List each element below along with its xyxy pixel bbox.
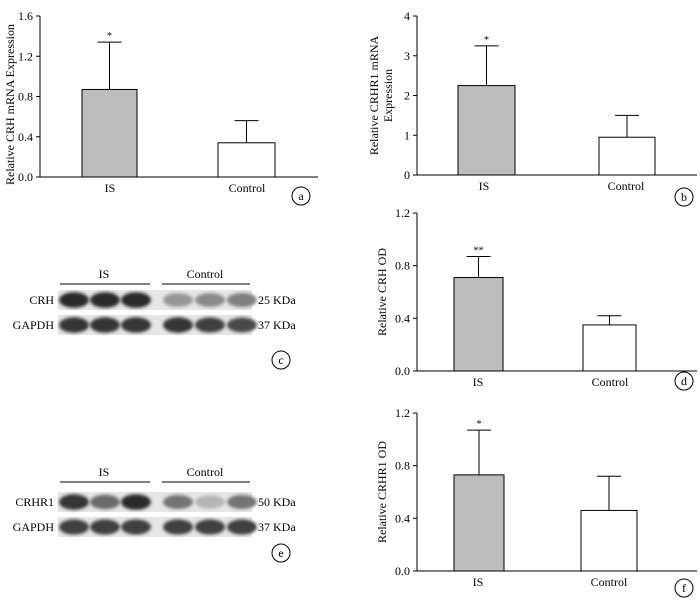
panel-label-circle — [674, 187, 694, 207]
y-tick-label: 0.4 — [395, 511, 410, 525]
blot-group-label: Control — [187, 465, 224, 479]
blot-band — [195, 317, 225, 333]
x-tick-label: Control — [591, 575, 628, 589]
y-tick-label: 3 — [404, 49, 410, 63]
blot-band — [90, 494, 120, 510]
chart-panel-f: 0.0 0.4 0.8 1.2 * IS Control Relative CRHR1 OD f — [375, 406, 697, 598]
y-tick-label: 1 — [404, 128, 410, 142]
chart-panel-d: 0.0 0.4 0.8 1.2 ** IS Control Relative CRH OD d — [375, 206, 697, 391]
blot-row-label: GAPDH — [13, 318, 55, 332]
y-axis-label: Relative CRH mRNA Expression — [3, 24, 17, 185]
blot-row-label: GAPDH — [13, 520, 55, 534]
blot-band — [121, 519, 151, 535]
chart-panel-a: 0.0 0.4 0.8 1.2 1.6 * IS Control Relative CRH mR… — [3, 9, 318, 206]
bar-is — [453, 474, 505, 572]
y-tick-label: 0.8 — [395, 459, 410, 473]
bar-control — [582, 324, 637, 372]
blot-band — [59, 494, 89, 510]
x-tick-label: Control — [229, 181, 266, 195]
blot-band — [163, 293, 193, 307]
y-tick-label: 0.8 — [18, 90, 33, 104]
blot-band — [90, 519, 120, 535]
significance-marker: ** — [474, 245, 484, 256]
blot-size-label: 37 KDa — [258, 520, 296, 534]
significance-marker: * — [477, 419, 482, 430]
blot-band — [90, 317, 120, 333]
panel-label-circle — [674, 578, 694, 598]
y-axis-label: Relative CRHR1 OD — [375, 441, 389, 543]
chart-panel-b: 0 1 2 3 4 * IS Control Relative CRHR1 mRNA Expres… — [367, 9, 697, 207]
blot-band — [227, 494, 257, 510]
blot-band — [195, 293, 225, 307]
blot-band — [227, 317, 257, 333]
panel-label: f — [682, 581, 686, 595]
y-tick-label: 0.4 — [395, 311, 410, 325]
y-tick-label: 1.2 — [395, 406, 410, 420]
y-tick-label: 1.6 — [18, 9, 33, 23]
y-axis-label: Expression — [381, 69, 395, 122]
blot-row-label: CRH — [29, 293, 54, 307]
blot-band — [195, 519, 225, 535]
y-tick-label: 2 — [404, 89, 410, 103]
panel-label: b — [681, 190, 687, 204]
y-tick-label: 0 — [404, 168, 410, 182]
blot-size-label: 25 KDa — [258, 293, 296, 307]
panel-label-circle — [271, 543, 291, 563]
y-tick-label: 0.0 — [395, 364, 410, 378]
y-axis-label: Relative CRHR1 mRNA — [367, 36, 381, 156]
blot-size-label: 37 KDa — [258, 318, 296, 332]
x-tick-label: IS — [479, 179, 490, 193]
y-tick-label: 4 — [404, 9, 410, 23]
y-tick-label: 0.8 — [395, 259, 410, 273]
blot-band — [90, 292, 120, 308]
panel-label: c — [278, 353, 283, 367]
blot-band — [227, 293, 257, 307]
x-tick-label: IS — [473, 375, 484, 389]
panel-label-circle — [674, 371, 694, 391]
blot-panel-e: IS Control CRHR1 50 KDa GAPDH 37 KDa e — [13, 465, 296, 563]
blot-panel-c: IS Control CRH 25 KDa GAPDH 37 KDa c — [13, 267, 296, 370]
significance-marker: * — [484, 35, 489, 46]
blot-group-label: IS — [99, 465, 110, 479]
panel-label: a — [298, 189, 304, 203]
bar-control — [580, 509, 638, 572]
panel-label: d — [681, 374, 687, 388]
blot-group-label: IS — [99, 267, 110, 281]
blot-band — [163, 317, 193, 333]
bar-is — [457, 85, 516, 176]
blot-band — [121, 317, 151, 333]
panel-label-circle — [271, 350, 291, 370]
blot-band — [121, 292, 151, 308]
y-axis-label: Relative CRH OD — [375, 248, 389, 336]
y-tick-label: 0.0 — [395, 564, 410, 578]
blot-band — [59, 317, 89, 333]
x-tick-label: IS — [473, 575, 484, 589]
panel-label-circle — [291, 186, 311, 206]
x-tick-label: IS — [105, 181, 116, 195]
x-tick-label: Control — [592, 375, 629, 389]
blot-size-label: 50 KDa — [258, 495, 296, 509]
panel-label: e — [278, 546, 283, 560]
x-tick-label: Control — [608, 179, 645, 193]
blot-band — [59, 519, 89, 535]
blot-band — [121, 494, 151, 510]
blot-group-label: Control — [187, 267, 224, 281]
blot-band — [227, 519, 257, 535]
blot-band — [163, 494, 193, 510]
blot-band — [195, 495, 225, 509]
y-tick-label: 0.0 — [18, 170, 33, 184]
blot-band — [163, 519, 193, 535]
blot-band — [59, 292, 89, 308]
bar-is — [81, 88, 138, 178]
y-tick-label: 0.4 — [18, 130, 33, 144]
blot-row-label: CRHR1 — [15, 495, 54, 509]
significance-marker: * — [107, 31, 112, 42]
y-tick-label: 1.2 — [18, 49, 33, 63]
bar-is — [453, 277, 504, 372]
y-tick-label: 1.2 — [395, 206, 410, 220]
bar-control — [598, 136, 656, 176]
bar-control — [217, 142, 276, 178]
